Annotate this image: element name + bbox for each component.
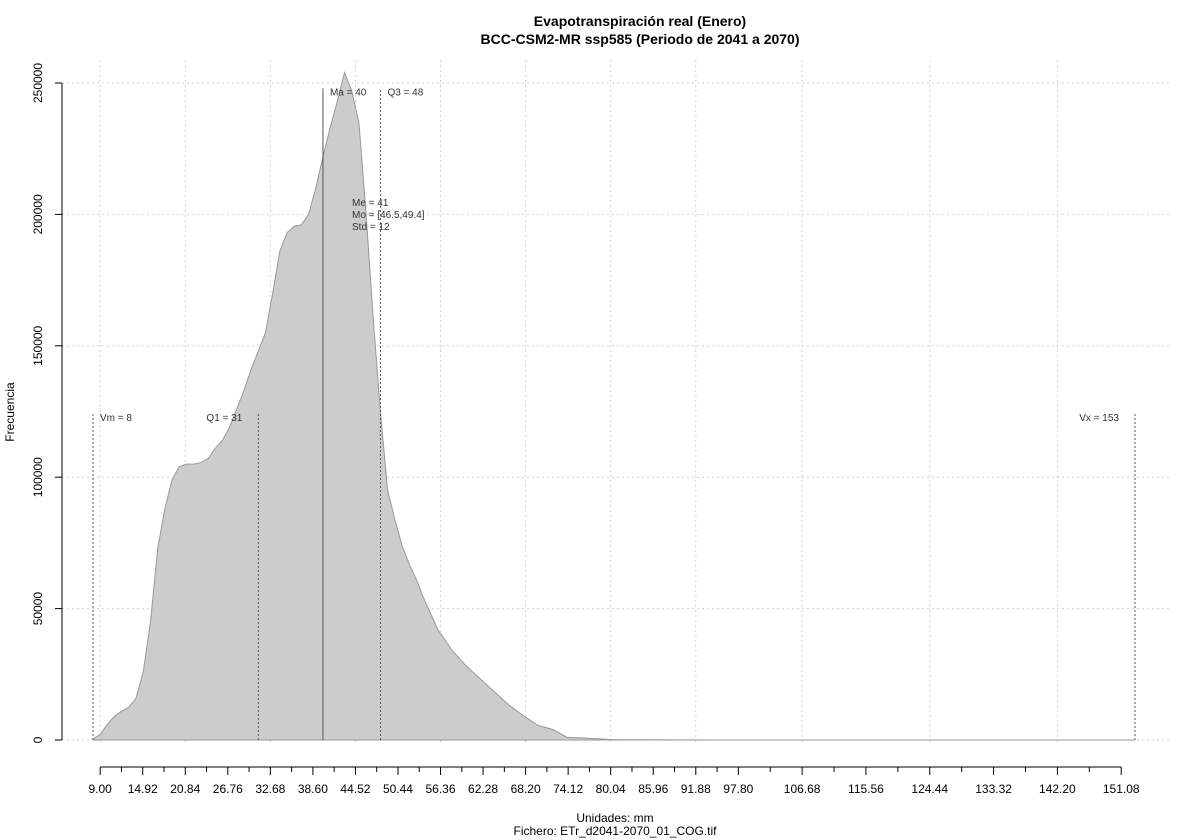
x-tick-label: 85.96 — [638, 782, 668, 796]
axes: 9.00 14.92 20.84 26.76 32.68 38.60 44.52 50.44 5… — [31, 63, 1140, 796]
marker-label: Vx = 153 — [1079, 413, 1119, 424]
x-tick-label: 14.92 — [128, 782, 158, 796]
x-tick-label: 9.00 — [89, 782, 113, 796]
file-caption: Fichero: ETr_d2041-2070_01_COG.tif — [514, 824, 718, 838]
marker-label: Vm = 8 — [100, 413, 132, 424]
x-tick-label: 32.68 — [255, 782, 285, 796]
x-tick-label: 80.04 — [596, 782, 626, 796]
x-tick-label: 91.88 — [681, 782, 711, 796]
statistic-markers: Vm = 8 Q1 = 31 Ma = 40 Q3 = 48 Vx = 153 — [92, 87, 1136, 740]
x-tick-label: 38.60 — [298, 782, 328, 796]
x-tick-label: 151.08 — [1103, 782, 1140, 796]
y-axis-label: Frecuencia — [3, 382, 17, 442]
x-tick-label: 97.80 — [723, 782, 753, 796]
x-tick-label: 62.28 — [468, 782, 498, 796]
x-tick-label: 50.44 — [383, 782, 413, 796]
y-tick-label: 0 — [31, 736, 45, 743]
stat-mode: Mo = [46.5,49.4] — [352, 210, 425, 221]
x-tick-label: 124.44 — [911, 782, 948, 796]
x-tick-label: 26.76 — [213, 782, 243, 796]
stat-std: Std = 12 — [352, 222, 390, 233]
stats-annotation: Me = 41 Mo = [46.5,49.4] Std = 12 — [352, 198, 425, 233]
stat-median: Me = 41 — [352, 198, 389, 209]
x-tick-label: 20.84 — [170, 782, 200, 796]
density-area — [92, 70, 1135, 741]
x-tick-label: 115.56 — [848, 782, 884, 796]
marker-label: Ma = 40 — [330, 87, 367, 98]
x-tick-label: 142.20 — [1039, 782, 1076, 796]
y-tick-label: 150000 — [31, 325, 45, 365]
x-tick-label: 106.68 — [784, 782, 821, 796]
x-tick-label: 74.12 — [553, 782, 583, 796]
y-tick-label: 250000 — [31, 63, 45, 103]
x-tick-label: 44.52 — [340, 782, 370, 796]
marker-label: Q1 = 31 — [206, 413, 242, 424]
x-axis-label: Unidades: mm — [576, 811, 653, 825]
chart-subtitle: BCC-CSM2-MR ssp585 (Periodo de 2041 a 20… — [481, 31, 800, 47]
x-tick-label: 56.36 — [426, 782, 456, 796]
y-tick-label: 100000 — [31, 457, 45, 497]
x-tick-label: 68.20 — [511, 782, 541, 796]
chart-title: Evapotranspiración real (Enero) — [534, 13, 746, 29]
y-tick-label: 50000 — [31, 592, 45, 626]
y-tick-label: 200000 — [31, 194, 45, 234]
marker-label: Q3 = 48 — [387, 87, 423, 98]
x-tick-label: 133.32 — [975, 782, 1012, 796]
